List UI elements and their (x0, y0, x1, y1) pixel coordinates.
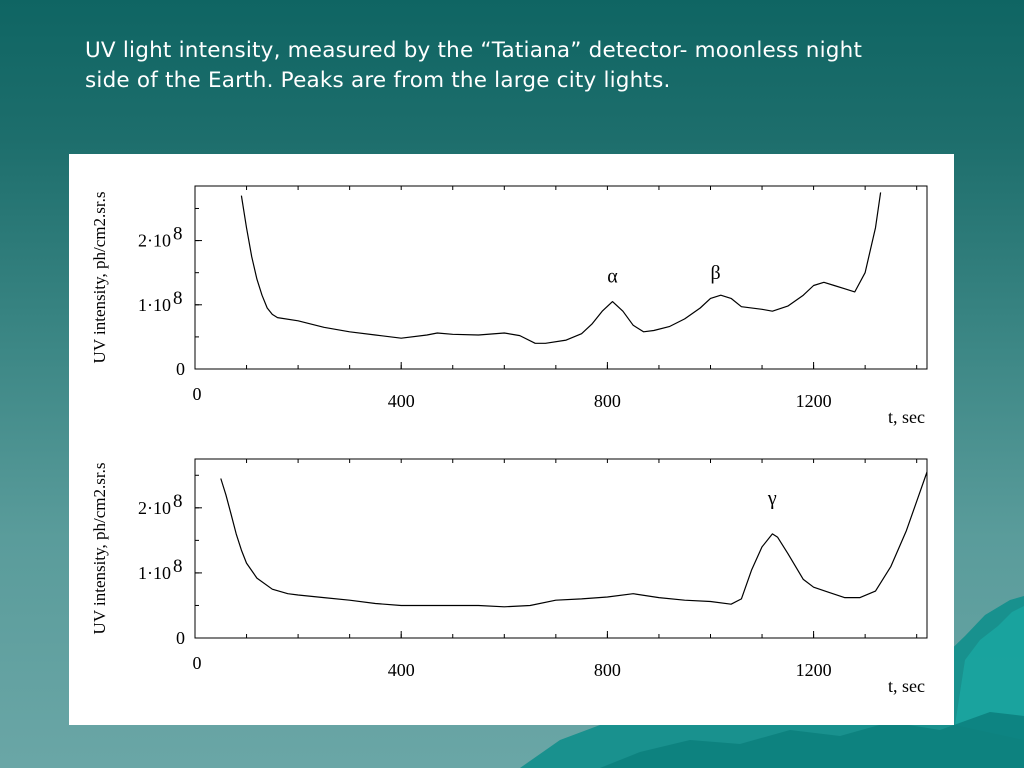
y-tick-label: 1·10 (138, 563, 171, 583)
x-tick-label: 0 (193, 384, 202, 404)
x-tick-label: 1200 (796, 660, 832, 680)
plot-frame (194, 458, 928, 639)
y-tick-label: 0 (176, 628, 185, 648)
peak-annotation: β (711, 262, 721, 284)
peak-annotation: α (607, 265, 618, 287)
plot-frame (194, 185, 928, 370)
y-tick-label: 2·10 (138, 231, 171, 251)
x-tick-label: 800 (594, 660, 621, 680)
peak-annotation: γ (767, 488, 777, 510)
charts-panel: 0 400 800 1200 0 1·10 8 2·10 8 t, sec UV intensity… (69, 154, 954, 725)
y-axis-label: UV intensity, ph/cm2.sr.s (90, 192, 109, 364)
x-axis-label: t, sec (888, 407, 925, 427)
y-tick-label: 2·10 (138, 498, 171, 518)
x-tick-label: 800 (594, 391, 621, 411)
x-tick-label: 0 (193, 653, 202, 673)
y-axis-label: UV intensity, ph/cm2.sr.s (90, 463, 109, 635)
x-tick-label: 1200 (796, 391, 832, 411)
series-line (220, 471, 928, 608)
series-line (240, 192, 882, 344)
slide-title-line-1: UV light intensity, measured by the “Tat… (85, 38, 863, 63)
y-tick-exponent: 8 (173, 556, 183, 577)
y-tick-exponent: 8 (173, 491, 183, 512)
slide-title: UV light intensity, measured by the “Tat… (85, 36, 1005, 96)
slide-title-line-2: side of the Earth. Peaks are from the la… (85, 68, 671, 93)
y-tick-exponent: 8 (173, 224, 183, 245)
x-tick-label: 400 (388, 660, 415, 680)
x-tick-label: 400 (388, 391, 415, 411)
y-tick-label: 0 (176, 359, 185, 379)
y-tick-label: 1·10 (138, 295, 171, 315)
y-tick-exponent: 8 (173, 288, 183, 309)
x-axis-label: t, sec (888, 676, 925, 696)
